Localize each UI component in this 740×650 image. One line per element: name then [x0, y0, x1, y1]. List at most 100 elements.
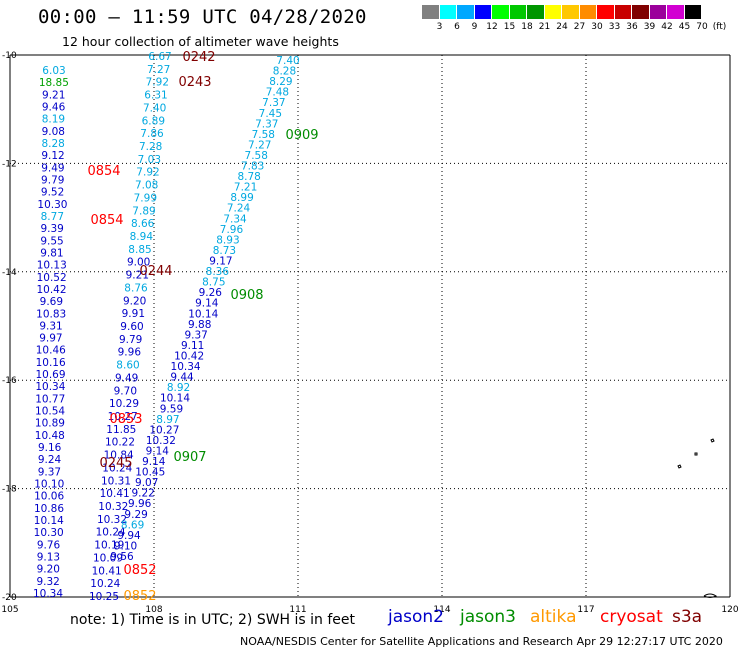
map-title: 00:00 — 11:59 UTC 04/28/2020: [38, 6, 367, 28]
track-c-value: 7.27: [248, 139, 271, 151]
y-tick-label: -16: [2, 376, 17, 386]
track-b-value: 10.24: [102, 462, 132, 474]
scale-swatch: [422, 5, 439, 19]
track-a-value: 9.16: [38, 442, 62, 454]
track-c-value: 7.96: [220, 224, 244, 236]
track-c-value: 9.59: [160, 403, 183, 415]
track-b-value: 10.09: [93, 552, 123, 564]
track-a-value: 10.06: [34, 491, 64, 503]
scale-swatch: [474, 5, 491, 19]
track-c-value: 9.17: [209, 256, 232, 268]
track-b-value: 6.89: [142, 115, 165, 127]
pass-time-label: 0854: [90, 213, 123, 228]
track-c-value: 8.36: [206, 266, 230, 278]
track-c-value: 9.07: [135, 477, 158, 489]
track-c-value: 9.14: [146, 445, 170, 457]
track-c-value: 7.24: [227, 203, 251, 215]
footer-note: note: 1) Time is in UTC; 2) SWH is in fe…: [70, 612, 356, 628]
track-b-value: 9.79: [119, 334, 142, 346]
track-b-value: 7.92: [136, 167, 159, 179]
track-a-value: 9.69: [40, 296, 63, 308]
track-b-value: 7.08: [135, 180, 158, 192]
track-a-value: 9.55: [40, 235, 63, 247]
scale-label: 18: [521, 22, 533, 32]
track-c-value: 10.34: [171, 361, 201, 373]
scale-label: 70: [696, 22, 708, 32]
coastline-islands: [677, 438, 717, 598]
legend-cryosat: cryosat: [600, 607, 663, 627]
island-shape: [677, 464, 682, 469]
track-a-value: 9.37: [38, 466, 61, 478]
track-c-value: 9.22: [131, 488, 154, 500]
scale-label: 3: [436, 22, 443, 32]
scale-swatch: [649, 5, 666, 19]
track-c-value: 10.32: [146, 435, 176, 447]
track-b-value: 9.60: [120, 321, 143, 333]
track-b-value: 7.89: [132, 205, 155, 217]
track-c-value: 8.69: [121, 519, 144, 531]
track-b-value: 6.31: [144, 90, 167, 102]
track-b-value: 7.03: [138, 154, 161, 166]
track-c-value: 8.29: [269, 76, 292, 88]
track-c-value: 10.27: [149, 424, 179, 436]
scale-swatch: [597, 5, 614, 19]
scale-swatch: [562, 5, 579, 19]
scale-label: 42: [661, 22, 673, 32]
track-b-value: 6.67: [148, 51, 171, 63]
track-c-value: 8.93: [216, 234, 239, 246]
track-a-value: 10.46: [36, 345, 66, 357]
track-b-value: 9.20: [123, 295, 146, 307]
track-a-value: 10.13: [37, 260, 67, 272]
pass-time-label: 0909: [285, 128, 318, 143]
track-c-value: 7.48: [266, 87, 289, 99]
track-c-value: 9.14: [195, 298, 219, 310]
track-a-value: 10.83: [36, 308, 66, 320]
track-a-value: 9.79: [41, 174, 64, 186]
scale-label: 45: [678, 22, 691, 32]
track-a-value: 8.28: [41, 138, 64, 150]
x-tick-label: 108: [145, 605, 162, 615]
track-c-value: 9.94: [117, 530, 141, 542]
pass-time-label: 0852: [123, 589, 156, 604]
legend-jason3: jason3: [460, 607, 516, 627]
track-b-value: 10.31: [101, 475, 131, 487]
pass-time-label: 0243: [178, 75, 211, 90]
scale-label: 15: [503, 22, 516, 32]
track-a-value: 9.39: [40, 223, 63, 235]
track-a-value: 8.77: [41, 211, 64, 223]
y-tick-label: -20: [2, 593, 17, 603]
track-b-value: 7.40: [143, 102, 166, 114]
legend-s3a: s3a: [672, 607, 703, 627]
track-c-value: 9.56: [110, 551, 134, 563]
track-b-value: 7.28: [139, 141, 162, 153]
track-c-value: 8.99: [230, 192, 253, 204]
track-c-value: 8.28: [273, 66, 296, 78]
pass-time-label: 0854: [87, 164, 120, 179]
y-tick-label: -10: [2, 51, 17, 61]
track-a-value: 10.10: [34, 479, 64, 491]
scale-swatch: [667, 5, 684, 19]
scale-label: 30: [591, 22, 603, 32]
track-b-value: 10.19: [94, 540, 124, 552]
scale-label: 21: [538, 22, 551, 32]
track-a-value: 10.30: [34, 527, 64, 539]
track-c-value: 8.75: [202, 277, 225, 289]
x-tick-label: 105: [1, 605, 18, 615]
track-c-value: 10.14: [160, 393, 190, 405]
track-a-value: 10.34: [33, 588, 63, 600]
axis-tick-labels: 105 108 111 114 117 120 -10 -12 -14 -16 -18 -20: [1, 51, 738, 615]
track-c-value: 7.45: [259, 108, 282, 120]
track-b-value: 7.27: [147, 64, 170, 76]
scale-label: 6: [454, 22, 460, 32]
track-a-value: 10.34: [35, 381, 65, 393]
legend-jason2: jason2: [388, 607, 444, 627]
track-c-value: 9.88: [188, 319, 211, 331]
track-a-value: 9.20: [37, 564, 60, 576]
track-a-value: 9.81: [40, 247, 63, 259]
track-a-value: 9.76: [37, 539, 61, 551]
track-b-value: 10.32: [98, 501, 128, 513]
scale-swatch: [544, 5, 561, 19]
pass-time-labels: 0242 0243 0909 0854 0854 0244 0908 0853 0245 0907…: [87, 50, 318, 604]
track-b-value: 10.32: [97, 514, 127, 526]
